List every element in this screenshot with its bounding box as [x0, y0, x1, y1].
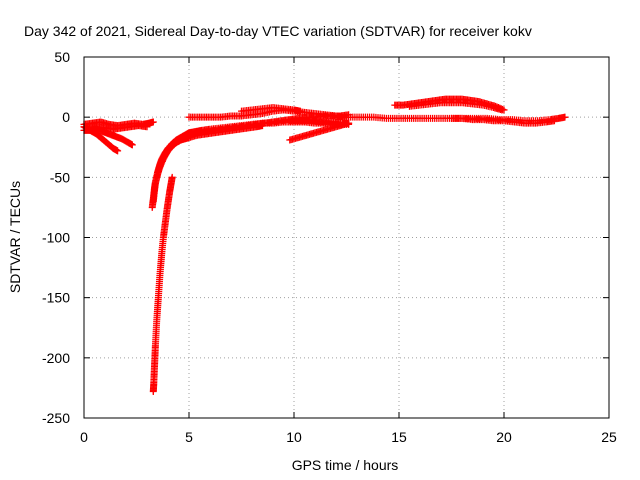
data-point [156, 162, 164, 170]
series-arc-j [238, 104, 304, 115]
data-point [296, 107, 304, 115]
x-tick-label: 25 [601, 429, 617, 445]
series-arc-p [448, 114, 558, 127]
tick-layer: 0 5 10 15 20 25 -250 -200 -150 -100 -50 0 50 [42, 49, 617, 445]
data-points [80, 95, 569, 396]
data-point [168, 173, 176, 181]
y-tick-label: -50 [50, 169, 70, 185]
data-point [114, 147, 122, 155]
x-axis-label: GPS time / hours [292, 457, 399, 473]
x-tick-label: 0 [80, 429, 88, 445]
data-point [143, 123, 151, 131]
data-point [158, 159, 166, 167]
series-arc-e [149, 173, 176, 396]
chart-title: Day 342 of 2021, Sidereal Day-to-day VTE… [24, 23, 532, 39]
series-arc-o [406, 99, 506, 114]
y-tick-label: -150 [42, 290, 70, 306]
y-tick-label: 0 [62, 109, 70, 125]
plot-frame [83, 56, 610, 419]
data-point [561, 113, 569, 121]
x-tick-label: 15 [391, 429, 407, 445]
data-point [550, 117, 558, 125]
y-tick-label: -250 [42, 410, 70, 426]
x-tick-label: 20 [496, 429, 512, 445]
y-tick-label: -200 [42, 350, 70, 366]
data-point [498, 106, 506, 114]
y-tick-label: -100 [42, 230, 70, 246]
y-tick-label: 50 [54, 49, 70, 65]
x-tick-label: 10 [286, 429, 302, 445]
data-point [345, 119, 353, 127]
y-axis-label: SDTVAR / TECUs [7, 181, 23, 293]
series-arc-l [286, 117, 353, 127]
x-tick-label: 5 [185, 429, 193, 445]
data-point [128, 141, 136, 149]
data-point [149, 118, 157, 126]
series-arc-g [149, 122, 266, 205]
data-point [156, 164, 164, 172]
data-point [158, 157, 166, 165]
series-arc-d [84, 122, 151, 133]
data-point [157, 160, 165, 168]
